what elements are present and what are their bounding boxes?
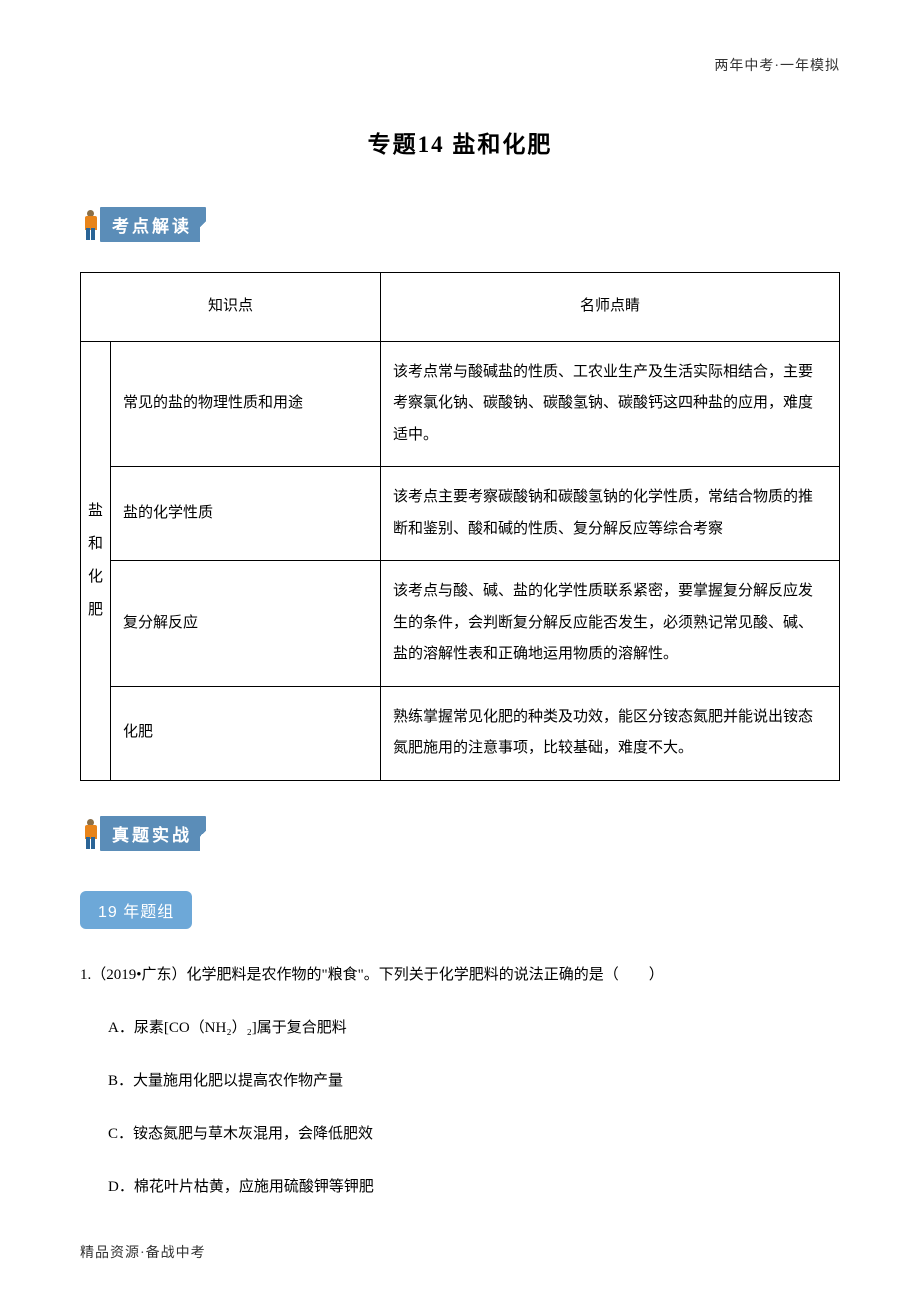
table-row: 盐和化肥 常见的盐的物理性质和用途 该考点常与酸碱盐的性质、工农业生产及生活实际… bbox=[81, 341, 840, 467]
option-c: C．铵态氮肥与草木灰混用，会降低肥效 bbox=[108, 1118, 840, 1151]
option-label: B． bbox=[108, 1073, 133, 1089]
footer-left-text: 精品资源·备战中考 bbox=[80, 1242, 206, 1262]
header-tips: 名师点睛 bbox=[381, 273, 840, 342]
topic-cell: 常见的盐的物理性质和用途 bbox=[111, 341, 381, 467]
option-label: C． bbox=[108, 1126, 133, 1142]
options-container: A．尿素[CO（NH₂）₂]属于复合肥料 B．大量施用化肥以提高农作物产量 C．… bbox=[80, 1012, 840, 1204]
topic-cell: 盐的化学性质 bbox=[111, 467, 381, 561]
option-d: D．棉花叶片枯黄，应施用硫酸钾等钾肥 bbox=[108, 1171, 840, 1204]
tip-cell: 熟练掌握常见化肥的种类及功效，能区分铵态氮肥并能说出铵态氮肥施用的注意事项，比较… bbox=[381, 686, 840, 780]
question-stem: 1.（2019•广东）化学肥料是农作物的"粮食"。下列关于化学肥料的说法正确的是… bbox=[80, 959, 840, 992]
tip-cell: 该考点与酸、碱、盐的化学性质联系紧密，要掌握复分解反应发生的条件，会判断复分解反… bbox=[381, 561, 840, 687]
question-block: 1.（2019•广东）化学肥料是农作物的"粮食"。下列关于化学肥料的说法正确的是… bbox=[80, 959, 840, 1204]
badge-zhenti-label: 真题实战 bbox=[100, 816, 206, 851]
option-label: A． bbox=[108, 1020, 134, 1036]
tip-cell: 该考点主要考察碳酸钠和碳酸氢钠的化学性质，常结合物质的推断和鉴别、酸和碱的性质、… bbox=[381, 467, 840, 561]
option-text: 棉花叶片枯黄，应施用硫酸钾等钾肥 bbox=[134, 1179, 374, 1195]
table-header-row: 知识点 名师点睛 bbox=[81, 273, 840, 342]
header-right-text: 两年中考·一年模拟 bbox=[714, 55, 840, 75]
option-text: 大量施用化肥以提高农作物产量 bbox=[133, 1073, 343, 1089]
tip-cell: 该考点常与酸碱盐的性质、工农业生产及生活实际相结合，主要考察氯化钠、碳酸钠、碳酸… bbox=[381, 341, 840, 467]
option-b: B．大量施用化肥以提高农作物产量 bbox=[108, 1065, 840, 1098]
option-text: 尿素[CO（NH₂）₂]属于复合肥料 bbox=[134, 1020, 347, 1036]
table-row: 化肥 熟练掌握常见化肥的种类及功效，能区分铵态氮肥并能说出铵态氮肥施用的注意事项… bbox=[81, 686, 840, 780]
option-a: A．尿素[CO（NH₂）₂]属于复合肥料 bbox=[108, 1012, 840, 1045]
badge-kaodian-label: 考点解读 bbox=[100, 207, 206, 242]
category-cell: 盐和化肥 bbox=[81, 341, 111, 780]
person-figure-icon bbox=[80, 819, 102, 851]
knowledge-table: 知识点 名师点睛 盐和化肥 常见的盐的物理性质和用途 该考点常与酸碱盐的性质、工… bbox=[80, 272, 840, 781]
question-number: 1. bbox=[80, 967, 91, 983]
section-badge-zhenti: 真题实战 bbox=[80, 816, 206, 851]
person-figure-icon bbox=[80, 210, 102, 242]
header-knowledge: 知识点 bbox=[81, 273, 381, 342]
question-source: （2019•广东） bbox=[91, 967, 186, 983]
page-title: 专题14 盐和化肥 bbox=[80, 125, 840, 159]
year-group-badge: 19 年题组 bbox=[80, 891, 192, 929]
option-text: 铵态氮肥与草木灰混用，会降低肥效 bbox=[133, 1126, 373, 1142]
topic-cell: 复分解反应 bbox=[111, 561, 381, 687]
section-badge-kaodian: 考点解读 bbox=[80, 207, 206, 242]
question-stem-text: 化学肥料是农作物的"粮食"。下列关于化学肥料的说法正确的是（ ） bbox=[187, 967, 664, 983]
table-row: 复分解反应 该考点与酸、碱、盐的化学性质联系紧密，要掌握复分解反应发生的条件，会… bbox=[81, 561, 840, 687]
topic-cell: 化肥 bbox=[111, 686, 381, 780]
table-row: 盐的化学性质 该考点主要考察碳酸钠和碳酸氢钠的化学性质，常结合物质的推断和鉴别、… bbox=[81, 467, 840, 561]
option-label: D． bbox=[108, 1179, 134, 1195]
